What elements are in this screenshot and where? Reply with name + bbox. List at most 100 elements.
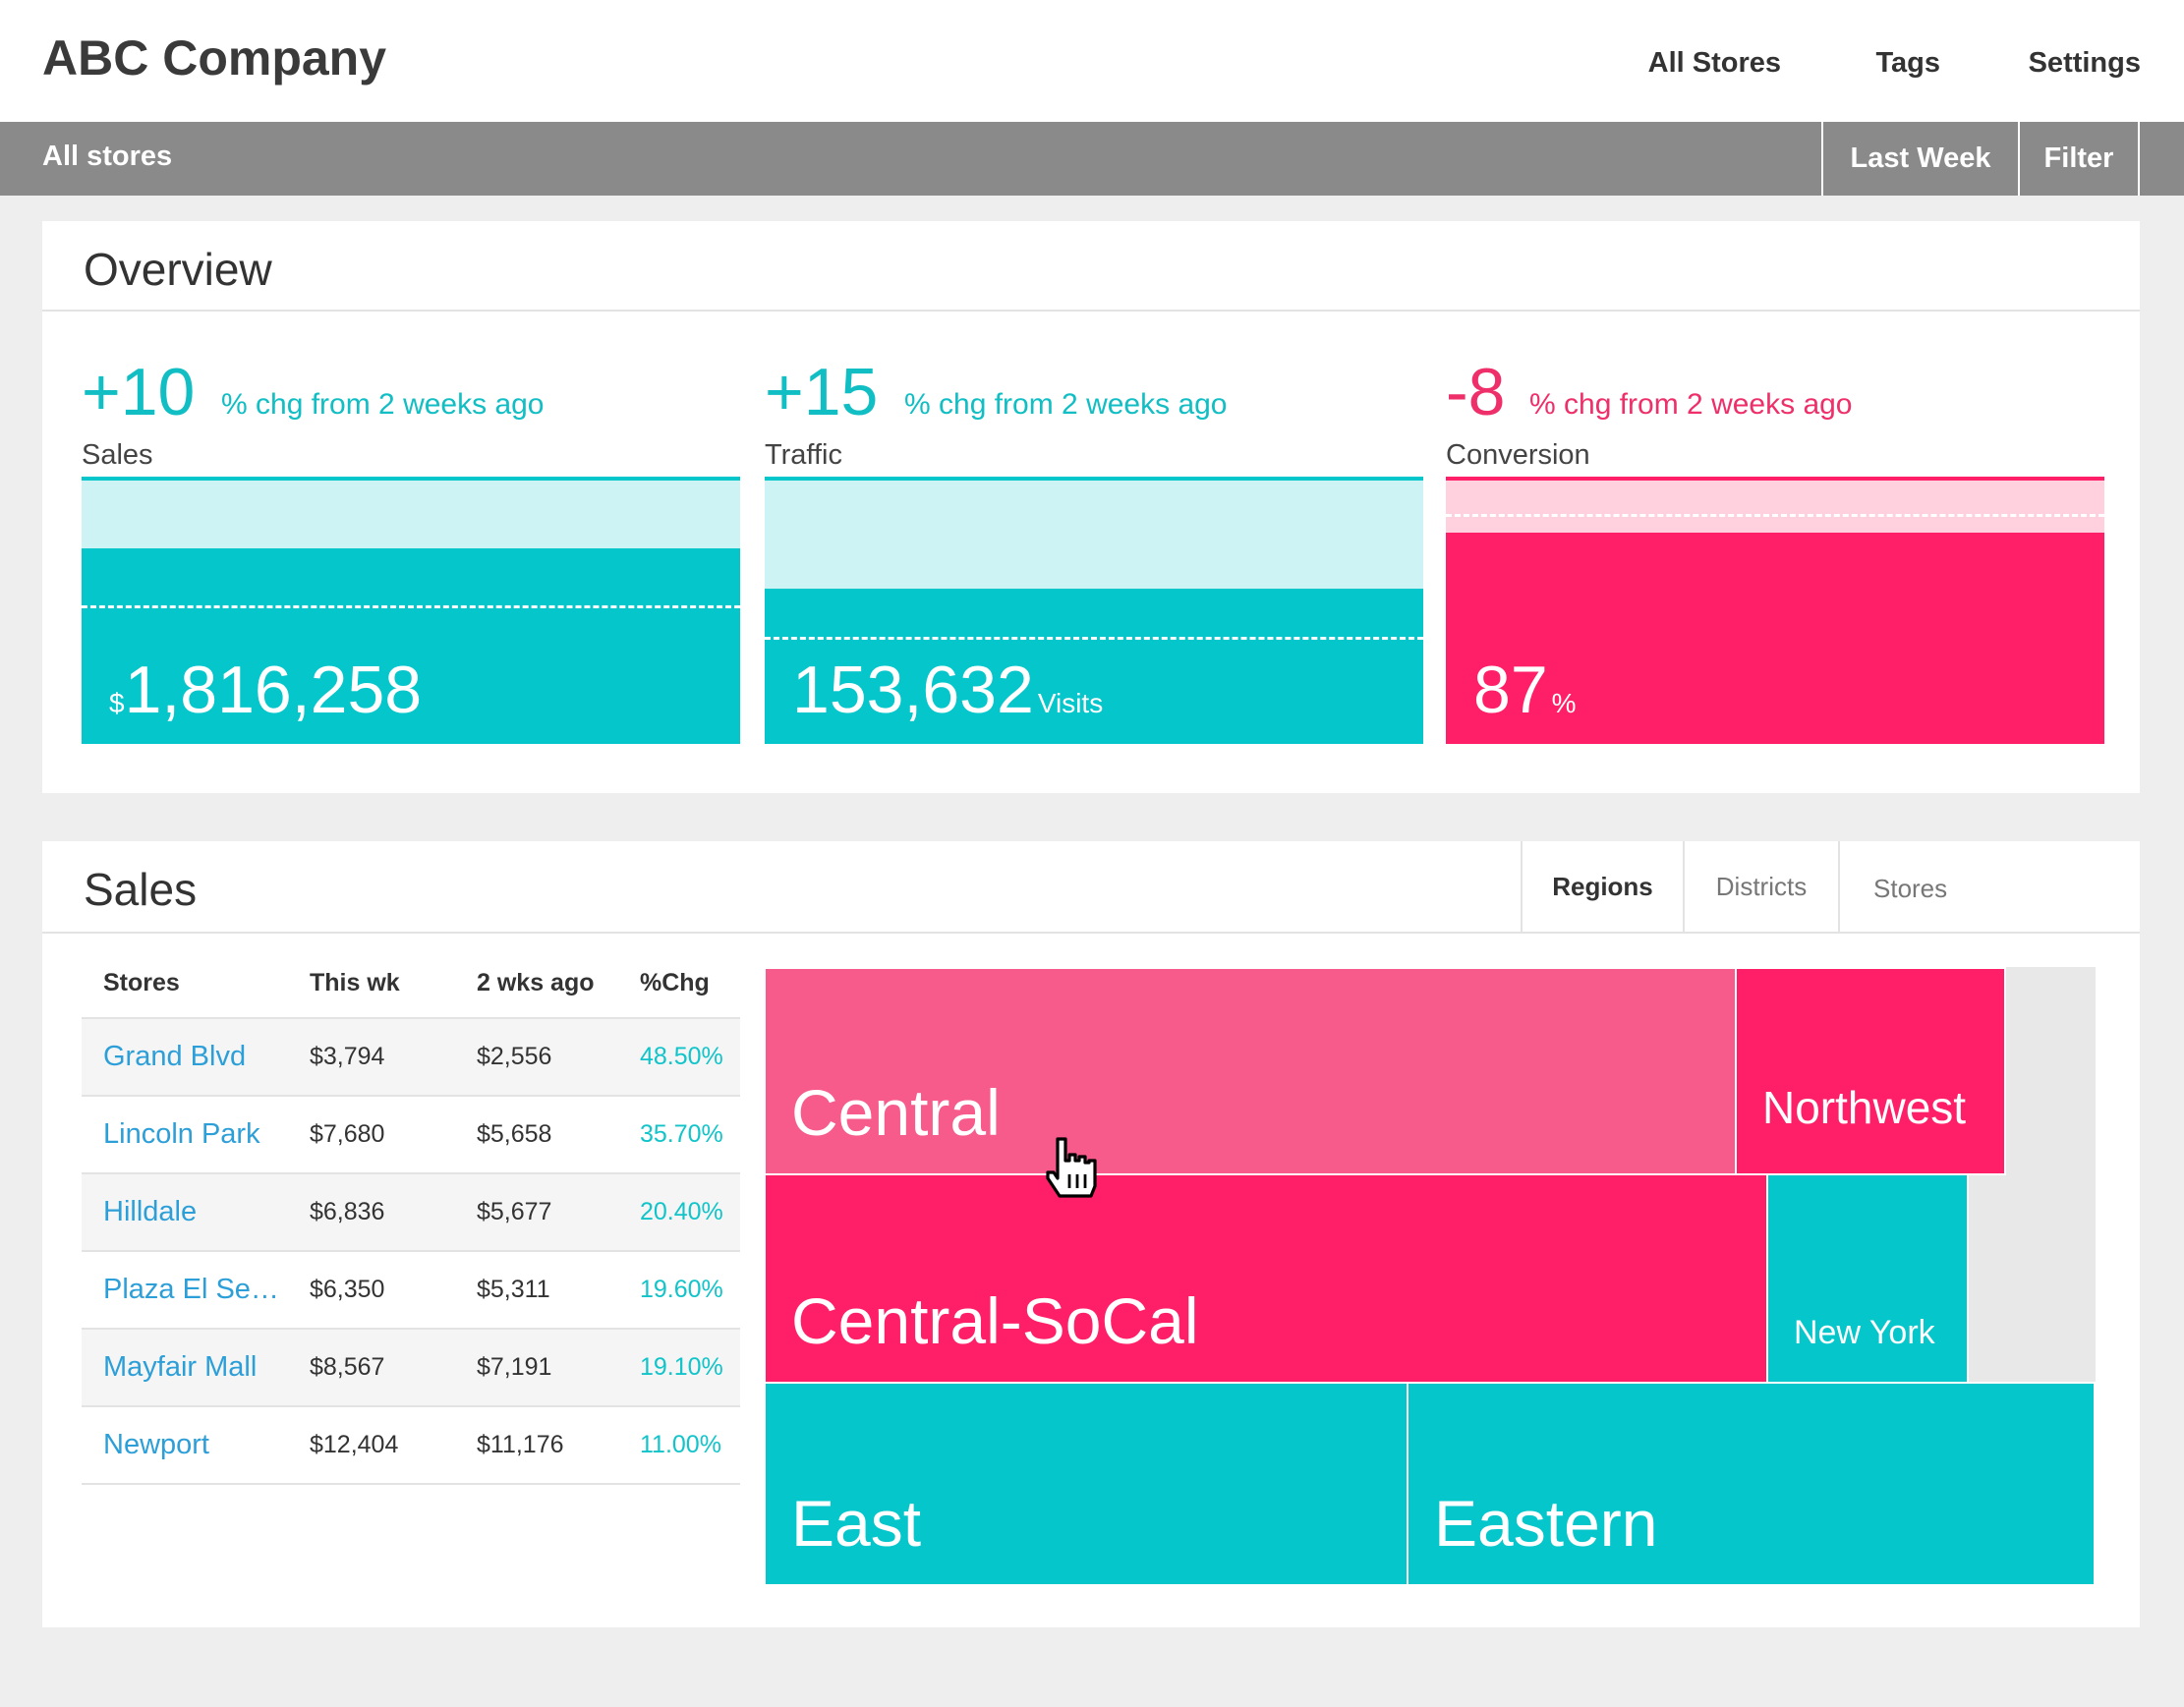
kpi-value-suffix: Visits [1037,688,1104,718]
kpi-delta: +15 [765,355,879,429]
two-weeks-ago-cell: $7,191 [455,1329,618,1407]
nav-settings[interactable]: Settings [2028,47,2141,79]
store-name-link[interactable]: Hilldale [82,1173,288,1252]
treemap-tile-eastern[interactable]: Eastern [1407,1382,2096,1586]
kpi-delta: +10 [82,355,196,429]
kpi-label: Sales [82,439,153,471]
pct-change-cell: 48.50% [618,1018,740,1097]
sales-divider [42,932,2140,934]
kpi-bar-top-line [82,477,740,481]
treemap-tile-new-york[interactable]: New York [1766,1173,1969,1384]
table-row: Lincoln Park $7,680 $5,658 35.70% [82,1096,740,1174]
sales-title: Sales [84,864,198,915]
pct-change-cell: 19.10% [618,1329,740,1407]
kpi-label: Conversion [1446,439,1590,471]
treemap-tile-northwest[interactable]: Northwest [1735,967,2006,1175]
col-two-weeks-ago[interactable]: 2 wks ago [455,949,618,1019]
treemap-tile-label: Northwest [1762,1082,1967,1133]
regions-treemap: Central Northwest Central-SoCal New York Eas… [764,967,2096,1586]
two-weeks-ago-cell: $2,556 [455,1018,618,1097]
kpi-value-number: 153,632 [792,653,1034,727]
kpi-change-label: % chg from 2 weeks ago [904,388,1228,421]
nav-all-stores[interactable]: All Stores [1647,47,1781,79]
date-range-button[interactable]: Last Week [1821,122,2018,196]
kpi-value: $1,816,258 [109,652,426,728]
treemap-tile-label: New York [1794,1314,1935,1351]
kpi-bar-fill [765,589,1423,744]
col-stores[interactable]: Stores [82,949,288,1019]
kpi-bar: 153,632 Visits [765,477,1423,744]
kpi-bar: $1,816,258 [82,477,740,744]
kpi-value: 153,632 Visits [792,652,1103,728]
table-row: Hilldale $6,836 $5,677 20.40% [82,1173,740,1252]
tab-stores-label: Stores [1873,874,1948,903]
kpi-delta: -8 [1446,355,1506,429]
kpi-prior-marker [82,605,740,608]
overview-divider [42,310,2140,312]
two-weeks-ago-cell: $11,176 [455,1406,618,1485]
kpi-value-number: 1,816,258 [124,653,423,727]
kpi-bar-fill [82,548,740,744]
kpi-bar-fill [1446,533,2104,744]
nav-tags[interactable]: Tags [1875,47,1940,79]
kpi-card-sales: +10% chg from 2 weeks ago Sales $1,816,258 [82,359,740,752]
stores-table: Stores This wk 2 wks ago %Chg Grand Blvd… [82,949,740,1485]
sales-panel: Sales Regions Districts Stores Stores Th… [42,841,2140,1627]
store-name-link[interactable]: Mayfair Mall [82,1329,288,1407]
treemap-tile-label: Central-SoCal [791,1284,1199,1357]
kpi-value-suffix: % [1551,688,1577,718]
table-header-row: Stores This wk 2 wks ago %Chg [82,949,740,1019]
store-name-link[interactable]: Newport [82,1406,288,1485]
kpi-bar: 87% [1446,477,2104,744]
overview-panel: Overview +10 % chg from 2 weeks ago Sales $… [42,221,2140,793]
tab-districts[interactable]: Districts [1683,841,1838,932]
pct-change-cell: 19.60% [618,1251,740,1330]
kpi-card-traffic: +15% chg from 2 weeks ago Traffic 153,632 V… [765,359,1423,752]
hand-pointer-icon [1046,1137,1097,1198]
treemap-tile-central[interactable]: Central [764,967,1737,1175]
table-row: Grand Blvd $3,794 $2,556 48.50% [82,1018,740,1097]
this-week-cell: $3,794 [288,1018,455,1097]
kpi-bar-top-line [1446,477,2104,481]
overview-title: Overview [84,244,272,295]
this-week-cell: $8,567 [288,1329,455,1407]
store-name-link[interactable]: Lincoln Park [82,1096,288,1174]
pct-change-cell: 20.40% [618,1173,740,1252]
breadcrumb: All stores [42,141,173,172]
table-row: Mayfair Mall $8,567 $7,191 19.10% [82,1329,740,1407]
kpi-change-label: % chg from 2 weeks ago [1529,388,1853,421]
col-pct-change[interactable]: %Chg [618,949,740,1019]
kpi-card-conversion: -8% chg from 2 weeks ago Conversion 87% [1446,359,2104,752]
treemap-tile-east[interactable]: East [764,1382,1408,1586]
tab-regions[interactable]: Regions [1521,841,1683,932]
tab-stores[interactable]: Stores [1838,841,2140,932]
kpi-value-number: 87 [1473,653,1548,727]
kpi-value-prefix: $ [109,688,125,718]
kpi-bar-top-line [765,477,1423,481]
filter-button[interactable]: Filter [2018,122,2140,196]
treemap-tile-label: East [791,1487,922,1560]
col-this-week[interactable]: This wk [288,949,455,1019]
store-name-link[interactable]: Grand Blvd [82,1018,288,1097]
brand-title: ABC Company [42,30,387,85]
filter-bar: All stores Last Week Filter [0,122,2184,196]
kpi-prior-marker [1446,514,2104,517]
kpi-prior-marker [765,637,1423,640]
treemap-tile-central-socal[interactable]: Central-SoCal [764,1173,1768,1384]
this-week-cell: $6,350 [288,1251,455,1330]
table-row: Newport $12,404 $11,176 11.00% [82,1406,740,1485]
two-weeks-ago-cell: $5,658 [455,1096,618,1174]
kpi-value: 87% [1473,652,1577,728]
store-name-link[interactable]: Plaza El Segundo [82,1251,288,1330]
treemap-tile-label: Central [791,1076,1001,1149]
kpi-change-label: % chg from 2 weeks ago [221,388,545,421]
this-week-cell: $6,836 [288,1173,455,1252]
two-weeks-ago-cell: $5,311 [455,1251,618,1330]
pct-change-cell: 35.70% [618,1096,740,1174]
two-weeks-ago-cell: $5,677 [455,1173,618,1252]
this-week-cell: $7,680 [288,1096,455,1174]
treemap-tile-label: Eastern [1434,1487,1658,1560]
this-week-cell: $12,404 [288,1406,455,1485]
top-bar: ABC Company All Stores Tags Settings [0,0,2184,122]
